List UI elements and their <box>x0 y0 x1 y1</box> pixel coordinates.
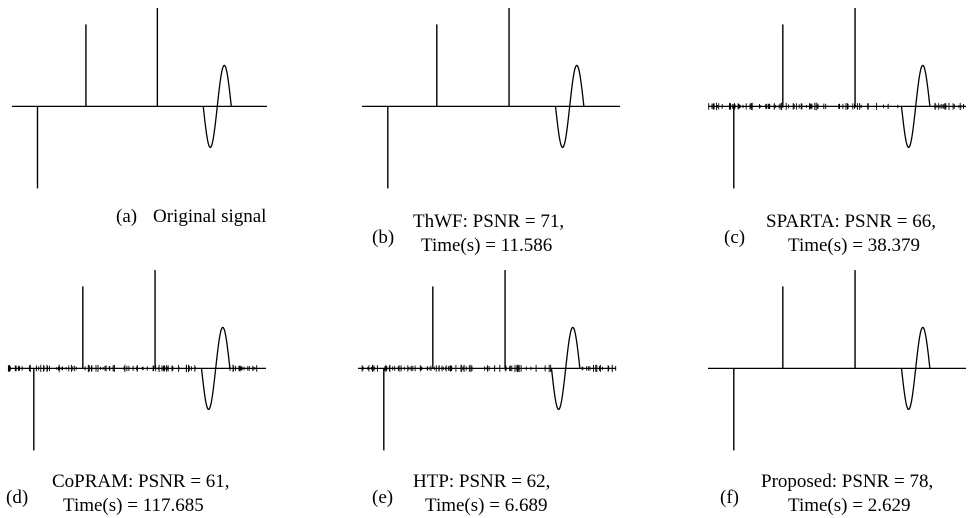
signal-wavelet <box>202 64 232 148</box>
plot-panel-e <box>358 269 617 450</box>
reconstruction-noise <box>7 364 258 372</box>
signal-wavelet <box>554 64 585 148</box>
signal-wavelet <box>550 326 581 410</box>
caption-label: (c) <box>724 227 746 248</box>
plot-panel-a <box>12 7 267 188</box>
caption-label: (e) <box>372 487 394 508</box>
caption-label: (d) <box>6 487 29 508</box>
caption-label: (f) <box>720 487 739 508</box>
caption-time: Time(s) = 38.379 <box>788 235 920 256</box>
caption-method-psnr: ThWF: PSNR = 71, <box>413 211 565 232</box>
caption-time: Time(s) = 6.689 <box>425 495 548 516</box>
caption-method-psnr: Proposed: PSNR = 78, <box>761 471 934 492</box>
signal-wavelet <box>200 326 231 410</box>
caption-label: (a) <box>116 206 138 227</box>
caption-method-psnr: SPARTA: PSNR = 66, <box>766 211 936 232</box>
reconstruction-noise <box>361 364 617 372</box>
signal-wavelet <box>900 64 931 148</box>
plot-panel-d <box>7 269 266 450</box>
plot-panel-f <box>708 269 966 450</box>
reconstruction-noise <box>708 102 965 110</box>
signal-wavelet <box>900 326 931 410</box>
plot-panel-b <box>362 7 620 188</box>
caption-time: Time(s) = 117.685 <box>63 495 204 516</box>
caption-label: (b) <box>372 227 395 248</box>
caption-method-psnr: CoPRAM: PSNR = 61, <box>52 471 230 492</box>
plot-panel-c <box>708 7 966 188</box>
caption-method-psnr: Original signal <box>153 206 267 227</box>
caption-method-psnr: HTP: PSNR = 62, <box>413 471 551 492</box>
caption-time: Time(s) = 11.586 <box>421 235 553 256</box>
caption-time: Time(s) = 2.629 <box>788 495 911 516</box>
